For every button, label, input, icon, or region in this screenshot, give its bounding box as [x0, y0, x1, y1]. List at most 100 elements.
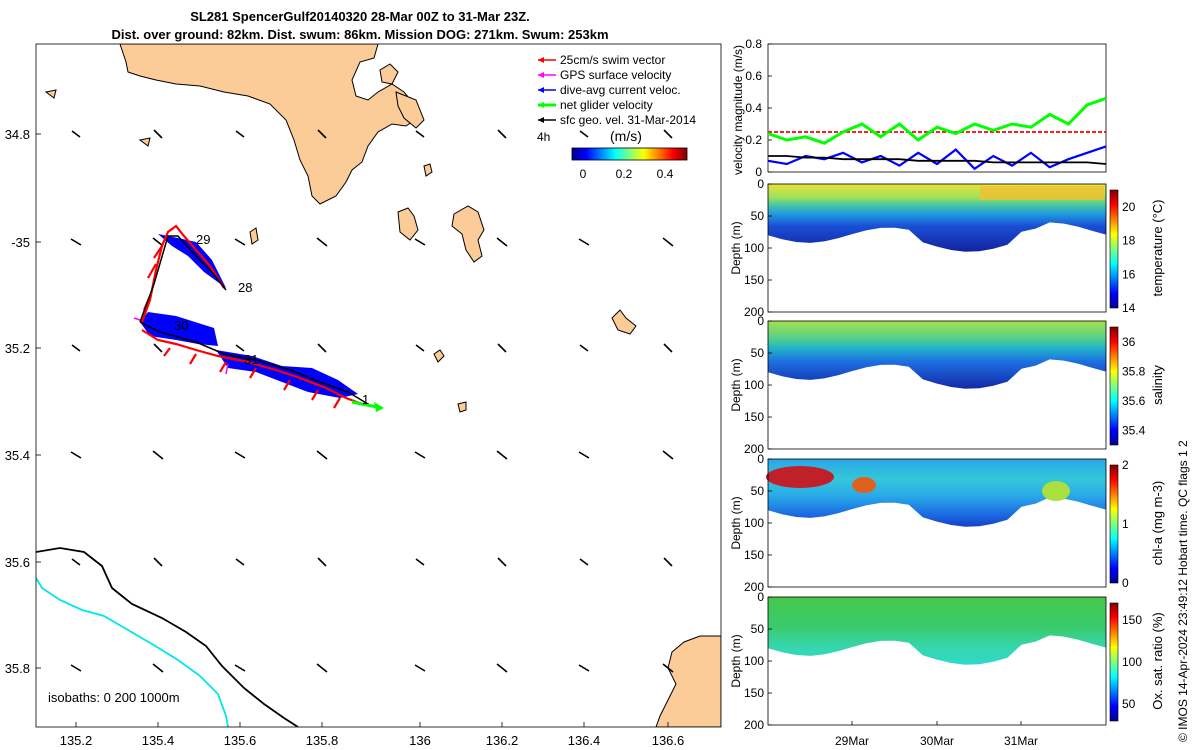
salinity-panel-colorbar: [1109, 326, 1119, 446]
depth-tick-label: 0: [757, 452, 764, 466]
map-axes-frame: [35, 43, 722, 728]
geostrophic-arrow: [316, 237, 328, 247]
geostrophic-arrow: [316, 663, 328, 673]
map-axes-background: [36, 44, 721, 727]
map-x-tick-label: 136.2: [486, 733, 519, 748]
velocity-panel: 0 0.2 0.4 0.6 0.8 velocity magnitude (m/s): [731, 37, 1107, 179]
credit-text: © IMOS 14-Apr-2024 23:49:12 Hobart time.…: [1176, 440, 1190, 742]
colorbar-tick-label: 0: [1122, 576, 1129, 590]
velocity-axes-frame: [767, 43, 1107, 173]
colorbar-tick-label: 20: [1122, 200, 1136, 214]
geostrophic-arrow: [497, 557, 507, 567]
colorbar-tick-label: 35.6: [1122, 394, 1146, 408]
depth-tick-label: 150: [744, 410, 764, 424]
chla-panel-data-field: [768, 459, 1106, 527]
salinity-panel-colorbar-label: salinity: [1150, 365, 1165, 405]
depth-tick-label: 150: [744, 548, 764, 562]
land-islet-8: [423, 163, 433, 177]
depth-tick-label: 100: [744, 241, 764, 255]
legend-interval-label: 4h: [537, 130, 550, 144]
depth-tick-label: 100: [744, 378, 764, 392]
chla-panel-colorbar-label: chl-a (mg m-3): [1150, 481, 1165, 566]
geostrophic-arrow: [71, 558, 81, 566]
isobath-label: isobaths: 0 200 1000m: [48, 690, 180, 705]
geostrophic-arrow: [234, 238, 246, 246]
geostrophic-arrow: [497, 343, 507, 353]
isobath-200m: [36, 577, 229, 727]
geostrophic-arrow: [70, 664, 82, 672]
legend-item-label: GPS surface velocity: [560, 68, 671, 82]
date-tick-label: 31Mar: [1004, 734, 1038, 748]
oxygen-panel-colorbar-label: Ox. sat. ratio (%): [1150, 612, 1165, 710]
depth-tick-label: 50: [751, 484, 765, 498]
land-islet-9: [249, 227, 259, 245]
depth-tick-label: 200: [744, 580, 764, 594]
geostrophic-arrow: [662, 237, 674, 247]
geostrophic-arrow: [316, 450, 328, 460]
colorbar-tick-0.2: 0.2: [616, 167, 633, 181]
depth-tick-label: 50: [751, 209, 765, 223]
chart-title: SL281 SpencerGulf20140320 28-Mar 00Z to …: [190, 9, 530, 24]
oxygen-panel-data-field: [768, 597, 1106, 665]
time-label-1: 1: [362, 392, 369, 407]
geostrophic-arrow: [579, 130, 589, 138]
depth-tick-label: 0: [757, 177, 764, 191]
velocity-series-1: [767, 96, 1107, 145]
colorbar-tick-label: 2: [1122, 458, 1129, 472]
gps-surface-velocity-arrow-2: [133, 317, 141, 321]
colorbar-tick-label: 14: [1122, 301, 1136, 315]
geostrophic-arrow: [415, 344, 425, 352]
geostrophic-arrow: [415, 558, 425, 566]
colorbar-tick-label: 35.4: [1122, 423, 1146, 437]
map-x-tick-label: 135.2: [60, 733, 93, 748]
depth-tick-label: 100: [744, 516, 764, 530]
colorbar-tick-label: 50: [1122, 697, 1136, 711]
salinity-panel-y-label: Depth (m): [729, 358, 743, 411]
chla-patch-2: [852, 477, 876, 493]
depth-tick-label: 50: [751, 346, 765, 360]
time-label-29: 29: [196, 232, 210, 247]
land-islet-11: [138, 137, 151, 147]
land-islet-6: [433, 349, 445, 363]
geostrophic-arrow: [317, 129, 327, 139]
legend-swatch-head: [538, 117, 544, 123]
geostrophic-arrow: [317, 343, 327, 353]
geostrophic-arrow: [578, 664, 590, 672]
land-north-peninsula: [119, 44, 419, 205]
map-y-tick-label: 35.8: [5, 661, 30, 676]
date-tick-label: 30Mar: [920, 734, 954, 748]
map-x-tick-label: 135.6: [224, 733, 257, 748]
velocity-y-tick-label: 0.2: [745, 133, 762, 147]
chla-panel-y-label: Depth (m): [729, 496, 743, 549]
geostrophic-arrow: [235, 558, 245, 566]
depth-tick-label: 0: [757, 314, 764, 328]
geostrophic-arrow: [70, 451, 82, 459]
chla-max-patch: [766, 466, 834, 488]
velocity-series: [767, 96, 1107, 171]
time-label-30: 30: [174, 318, 188, 333]
time-label-28: 28: [238, 280, 252, 295]
chla-patch-3: [1042, 481, 1070, 501]
oxygen-panel: 0 50 100 150 200 Depth (m) 50 100 150 Ox. sat. ra…: [729, 590, 1165, 732]
geostrophic-arrow: [663, 129, 673, 139]
land-island-1: [379, 63, 399, 85]
geostrophic-arrow: [414, 451, 426, 459]
geostrophic-arrow: [71, 344, 81, 352]
velocity-y-axis: 0 0.2 0.4 0.6 0.8: [745, 37, 772, 179]
geostrophic-arrow: [497, 129, 507, 139]
map-x-tick-label: 136.4: [568, 733, 601, 748]
land-island-5: [611, 309, 637, 335]
net-glider-velocity-arrowhead: [374, 402, 384, 412]
glider-track: [139, 235, 369, 405]
map-x-tick-label: 135.4: [142, 733, 175, 748]
land-island-2: [395, 91, 425, 129]
salinity-panel: 0 50 100 150 200 Depth (m) 35.4 35.6 35.8 36 salin…: [729, 314, 1165, 456]
land-island-3: [451, 205, 485, 263]
land-island-4: [397, 207, 419, 241]
chla-panel-colorbar: [1109, 464, 1119, 584]
map-y-axis: 34.8 -35 35.2 35.4 35.6 35.8: [5, 127, 41, 676]
depth-tick-label: 200: [744, 305, 764, 319]
map-y-tick-label: 34.8: [5, 127, 30, 142]
